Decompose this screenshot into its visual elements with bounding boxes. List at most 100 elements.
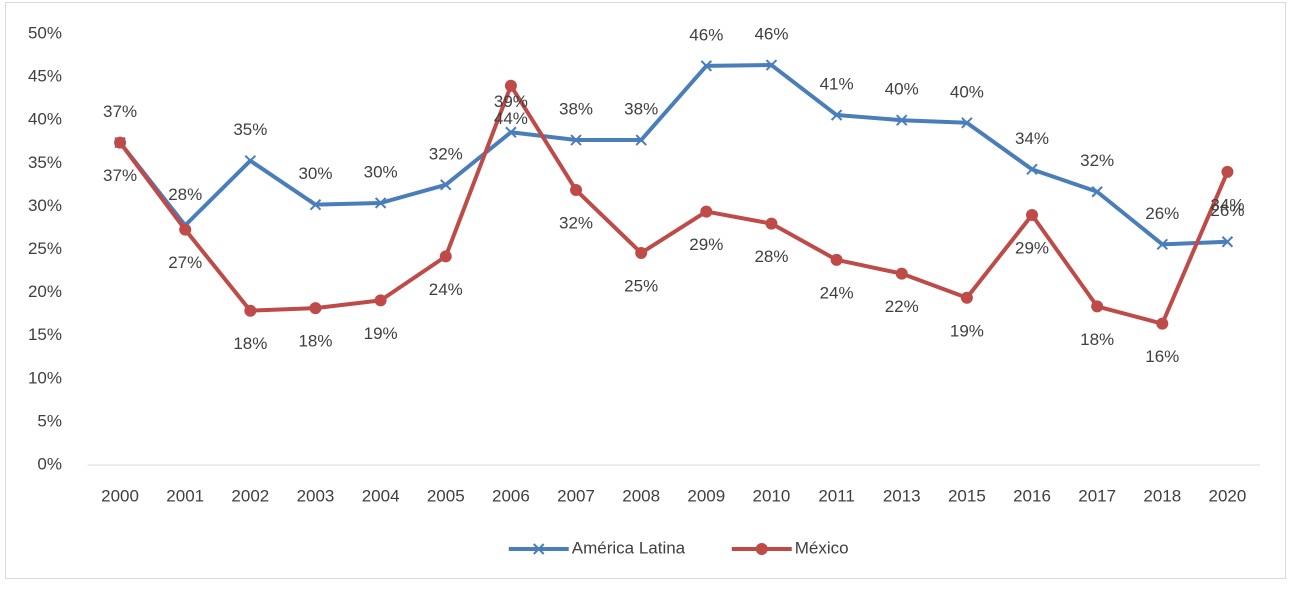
point [440,179,452,191]
data-label: 32% [429,144,463,163]
point [700,205,713,218]
x-tick-label: 2007 [557,486,595,505]
data-label: 39% [494,92,528,111]
data-label: 40% [885,80,919,99]
point [700,60,713,72]
data-label: 34% [1015,129,1049,148]
data-label: 24% [429,280,463,299]
data-label: 38% [624,100,658,119]
data-label: 29% [1015,239,1049,258]
data-label: 44% [494,109,528,128]
point [114,136,127,149]
y-tick-label: 30% [28,196,62,215]
point [570,184,583,197]
point [1026,209,1039,222]
data-label: 28% [168,185,202,204]
data-label: 37% [103,102,137,121]
data-label: 46% [754,25,788,44]
x-tick-label: 2006 [492,486,530,505]
point [765,59,778,71]
point [309,198,322,211]
point [179,223,192,236]
legend-label: México [795,538,849,557]
data-label: 26% [1145,204,1179,223]
x-tick-label: 2005 [427,486,465,505]
y-tick-label: 35% [28,153,62,172]
data-label: 29% [689,235,723,254]
data-label: 22% [885,297,919,316]
x-tick-label: 2017 [1078,486,1116,505]
legend-label: América Latina [572,538,686,557]
x-tick-label: 2013 [883,486,921,505]
point [570,134,582,146]
point [635,134,647,146]
y-tick-label: 5% [37,411,62,430]
y-tick-label: 10% [28,368,62,387]
point [1091,300,1104,313]
point [1156,238,1168,251]
y-tick-label: 25% [28,239,62,258]
y-tick-label: 0% [37,454,62,473]
chart-border [5,2,1286,579]
data-label: 27% [168,253,202,272]
x-tick-label: 2002 [231,486,269,505]
point [960,291,973,304]
point [830,253,843,266]
y-tick-label: 40% [28,110,62,129]
x-tick-label: 2016 [1013,486,1051,505]
x-tick-label: 2003 [297,486,335,505]
point [896,114,908,126]
point [244,304,257,317]
y-tick-label: 15% [28,325,62,344]
legend-marker [755,543,768,555]
data-label: 32% [559,214,593,233]
data-label: 24% [820,283,854,302]
data-label: 34% [1210,195,1244,214]
x-tick-label: 2004 [362,486,400,505]
x-tick-label: 2010 [753,486,791,505]
point [1026,163,1038,176]
point [635,246,648,259]
point [961,117,973,129]
data-label: 32% [1080,151,1114,170]
x-tick-label: 2009 [687,486,725,505]
point [309,302,322,315]
y-tick-label: 20% [28,282,62,301]
point [765,217,778,230]
data-label: 19% [950,321,984,340]
point [1221,236,1234,248]
data-label: 18% [233,334,267,353]
data-label: 35% [233,120,267,139]
data-label: 18% [298,332,332,351]
point [505,126,517,138]
point [244,155,257,167]
x-tick-label: 2015 [948,486,986,505]
data-label: 28% [754,247,788,266]
data-label: 30% [364,162,398,181]
point [439,250,452,263]
legend-marker [533,543,545,555]
series-line [118,83,1230,326]
data-label: 18% [1080,330,1114,349]
x-tick-label: 2008 [622,486,660,505]
point [1091,186,1103,198]
data-label: 19% [364,324,398,343]
x-tick-label: 2018 [1143,486,1181,505]
x-tick-label: 2011 [818,486,855,505]
point [504,79,517,92]
x-tick-label: 2001 [166,486,204,505]
point [1221,165,1234,178]
data-label: 26% [1210,201,1244,220]
x-tick-label: 2020 [1209,486,1247,505]
legend-item: América Latina [508,538,686,557]
point [1156,317,1169,330]
point [374,197,387,209]
series-line [118,63,1228,247]
data-label: 25% [624,276,658,295]
data-label: 37% [103,166,137,185]
x-tick-label: 2000 [101,486,139,505]
y-tick-label: 45% [28,67,62,86]
legend-item: México [731,538,849,557]
